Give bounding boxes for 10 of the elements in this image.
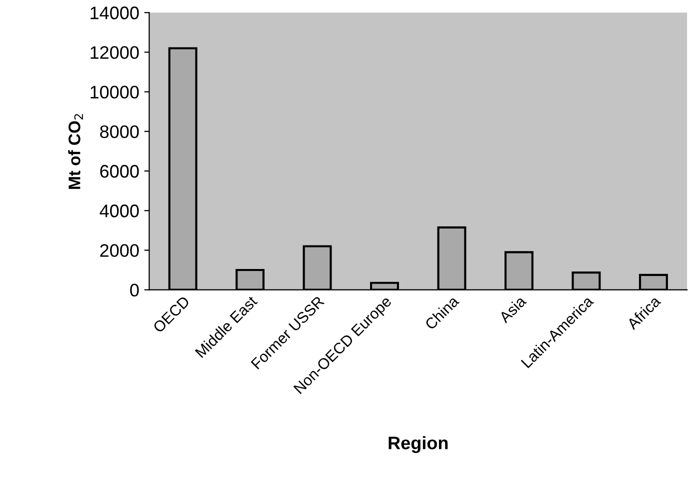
y-tick-label: 2000 [100,244,139,257]
y-tick-label: 0 [130,284,139,297]
y-tick-label: 14000 [90,6,139,20]
y-tick-label: 10000 [90,86,139,99]
y-axis-title: Mt of CO$_{2}$ [68,114,83,189]
y-tick-label: 8000 [100,125,139,138]
y-tick-label: 6000 [100,164,139,178]
y-tick-label: 4000 [100,204,139,218]
y-tick-label: 12000 [90,46,139,59]
x-axis-title: Region [388,436,448,453]
